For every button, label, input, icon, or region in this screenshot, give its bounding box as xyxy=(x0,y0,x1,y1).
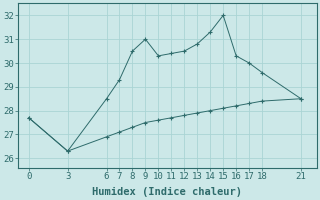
X-axis label: Humidex (Indice chaleur): Humidex (Indice chaleur) xyxy=(92,186,243,197)
